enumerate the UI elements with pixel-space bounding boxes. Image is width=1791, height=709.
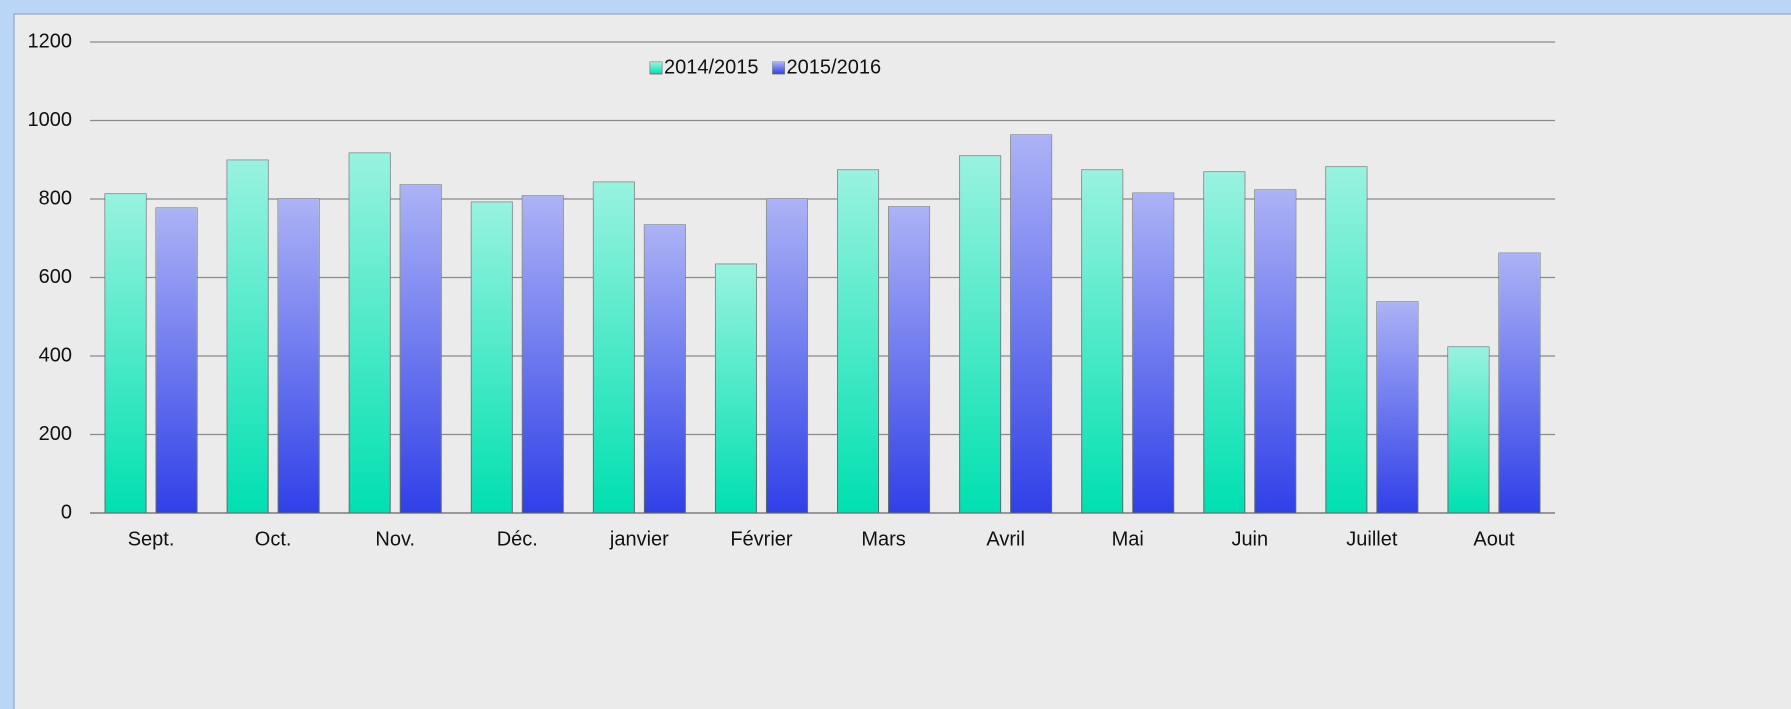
bar: [226, 159, 269, 514]
x-tick-label: Aout: [1473, 528, 1515, 550]
bar: [888, 206, 931, 514]
y-tick-label: 1200: [28, 30, 73, 52]
bar: [470, 201, 513, 514]
bar: [1447, 346, 1490, 514]
x-tick-label: Déc.: [497, 528, 538, 550]
bar: [765, 198, 808, 514]
bar: [1325, 166, 1368, 514]
bar: [521, 195, 564, 514]
bar: [1010, 134, 1053, 514]
legend-label: 2015/2016: [787, 56, 882, 78]
x-tick-label: Février: [730, 528, 793, 550]
x-tick-label: Juin: [1231, 528, 1268, 550]
bar: [714, 263, 757, 514]
x-tick-label: Nov.: [375, 528, 415, 550]
x-tick-label: Sept.: [128, 528, 175, 550]
bar: [1081, 169, 1124, 514]
legend-label: 2014/2015: [664, 56, 759, 78]
x-tick-label: Avril: [986, 528, 1025, 550]
x-tick-label: Mai: [1112, 528, 1144, 550]
x-tick-label: janvier: [609, 528, 669, 550]
bar: [399, 184, 442, 514]
x-tick-label: Juillet: [1346, 528, 1398, 550]
bar: [837, 169, 880, 514]
y-tick-label: 600: [39, 266, 72, 288]
y-tick-label: 0: [61, 501, 72, 523]
bar: [155, 207, 198, 514]
bar: [348, 152, 391, 514]
bar: [277, 198, 320, 514]
bar: [1132, 192, 1175, 514]
x-tick-label: Mars: [861, 528, 905, 550]
y-tick-label: 800: [39, 187, 72, 209]
y-tick-label: 1000: [28, 109, 73, 131]
bar: [1376, 301, 1419, 514]
legend-swatch-shine: [650, 62, 662, 74]
y-tick-label: 400: [39, 344, 72, 366]
x-tick-label: Oct.: [255, 528, 292, 550]
bar: [1203, 171, 1246, 514]
legend-swatch-shine: [772, 62, 785, 74]
bar: [592, 181, 635, 514]
bar: [104, 193, 147, 514]
y-tick-label: 200: [39, 423, 72, 445]
bar: [1498, 252, 1541, 514]
bar: [1254, 189, 1297, 514]
bar: [643, 224, 686, 514]
bar: [959, 155, 1002, 514]
